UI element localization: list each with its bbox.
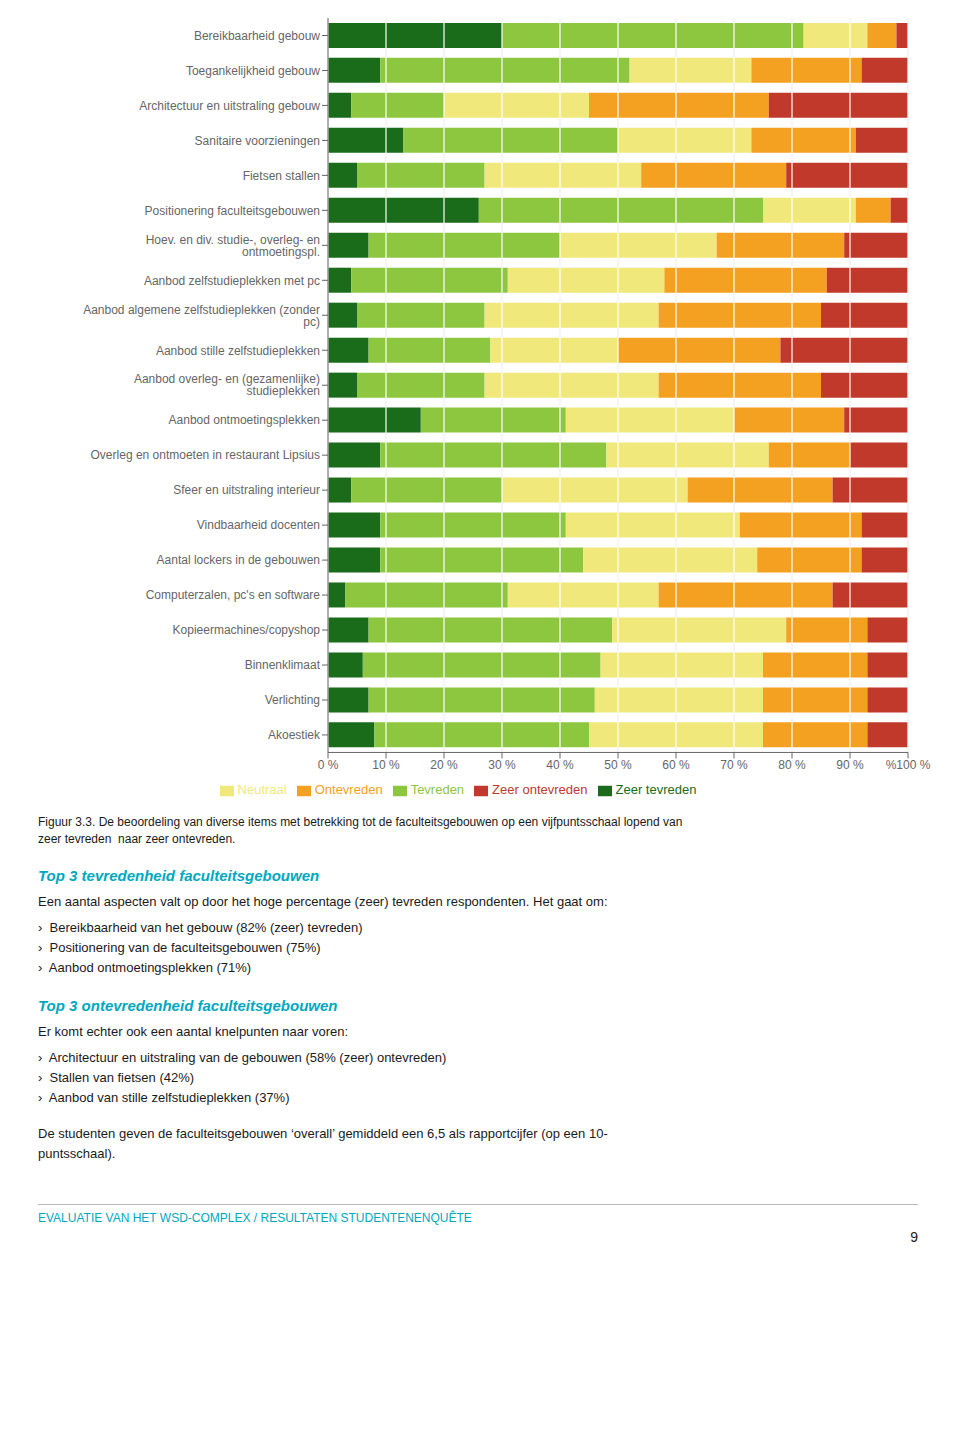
svg-text:Aanbod overleg- en (gezamenlij: Aanbod overleg- en (gezamenlijke)studiep… xyxy=(134,372,320,398)
html-text:9: 9 xyxy=(910,1229,918,1245)
svg-text:70 %: 70 % xyxy=(720,758,748,772)
svg-text:Aantal lockers in de gebouwen: Aantal lockers in de gebouwen xyxy=(157,553,320,567)
html-text:Een aantal aspecten valt op do: Een aantal aspecten valt op door het hog… xyxy=(38,894,608,909)
svg-text:80 %: 80 % xyxy=(778,758,806,772)
html-text:Ontevreden: Ontevreden xyxy=(314,782,383,798)
html-text:› Positionering van de faculte: › Positionering van de faculteitsgebouwe… xyxy=(38,940,321,955)
html-text:› Bereikbaarheid van het gebou: › Bereikbaarheid van het gebouw (82% (ze… xyxy=(38,920,363,935)
html-text:› Aanbod van stille zelfstudie: › Aanbod van stille zelfstudieplekken (3… xyxy=(38,1090,290,1105)
html-text:› Aanbod ontmoetingsplekken (7: › Aanbod ontmoetingsplekken (71%) xyxy=(38,960,252,975)
svg-text:30 %: 30 % xyxy=(488,758,516,772)
html-text:Zeer tevreden: Zeer tevreden xyxy=(615,782,697,798)
svg-text:Bereikbaarheid gebouw: Bereikbaarheid gebouw xyxy=(194,29,320,43)
html-text:puntsschaal).: puntsschaal). xyxy=(38,1146,116,1161)
html-text:› Stallen van fietsen (42%): › Stallen van fietsen (42%) xyxy=(38,1070,195,1085)
svg-text:0 %: 0 % xyxy=(318,758,339,772)
svg-text:20 %: 20 % xyxy=(430,758,458,772)
svg-text:Overleg en ontmoeten in restau: Overleg en ontmoeten in restaurant Lipsi… xyxy=(91,448,320,462)
svg-text:Binnenklimaat: Binnenklimaat xyxy=(245,658,321,672)
svg-text:Aanbod stille zelfstudieplekke: Aanbod stille zelfstudieplekken xyxy=(156,344,320,358)
svg-text:Aanbod algemene zelfstudieplek: Aanbod algemene zelfstudieplekken (zonde… xyxy=(83,303,320,329)
svg-text:Vindbaarheid docenten: Vindbaarheid docenten xyxy=(197,518,320,532)
svg-text:%100 %: %100 % xyxy=(886,758,931,772)
svg-text:Akoestiek: Akoestiek xyxy=(268,728,321,742)
svg-text:Fietsen stallen: Fietsen stallen xyxy=(243,169,320,183)
svg-text:60 %: 60 % xyxy=(662,758,690,772)
svg-text:90 %: 90 % xyxy=(836,758,864,772)
html-text:Tevreden: Tevreden xyxy=(410,782,465,798)
html-text:Top 3 ontevredenheid faculteit: Top 3 ontevredenheid faculteitsgebouwen xyxy=(38,997,338,1014)
svg-text:Sfeer en uitstraling interieur: Sfeer en uitstraling interieur xyxy=(173,483,320,497)
svg-text:Kopieermachines/copyshop: Kopieermachines/copyshop xyxy=(173,623,321,637)
svg-text:Aanbod ontmoetingsplekken: Aanbod ontmoetingsplekken xyxy=(169,413,320,427)
html-text:Figuur 3.3. De beoordeling van: Figuur 3.3. De beoordeling van diverse i… xyxy=(38,815,683,829)
svg-text:40 %: 40 % xyxy=(546,758,574,772)
html-text:Top 3 tevredenheid faculteitsg: Top 3 tevredenheid faculteitsgebouwen xyxy=(38,867,320,884)
html-text:› Architectuur en uitstraling: › Architectuur en uitstraling van de geb… xyxy=(38,1050,447,1065)
svg-text:Positionering faculteitsgebouw: Positionering faculteitsgebouwen xyxy=(145,204,320,218)
svg-text:Aanbod zelfstudieplekken met p: Aanbod zelfstudieplekken met pc xyxy=(144,274,320,288)
svg-text:Verlichting: Verlichting xyxy=(265,693,320,707)
html-text:zeer tevreden naar zeer ontevr: zeer tevreden naar zeer ontevreden. xyxy=(38,832,236,846)
html-text:Er komt echter ook een aantal: Er komt echter ook een aantal knelpunten… xyxy=(38,1024,348,1039)
svg-text:Sanitaire voorzieningen: Sanitaire voorzieningen xyxy=(195,134,320,148)
html-text:EVALUATIE VAN HET WSD-COMPLEX: EVALUATIE VAN HET WSD-COMPLEX / RESULTAT… xyxy=(38,1211,472,1225)
html-text:Zeer ontevreden: Zeer ontevreden xyxy=(492,782,588,798)
html-text:De studenten geven de facultei: De studenten geven de faculteitsgebouwen… xyxy=(38,1126,608,1141)
svg-text:Architectuur en uitstraling ge: Architectuur en uitstraling gebouw xyxy=(139,99,320,113)
svg-text:Toegankelijkheid gebouw: Toegankelijkheid gebouw xyxy=(186,64,320,78)
svg-text:10 %: 10 % xyxy=(372,758,400,772)
svg-text:Computerzalen, pc's en softwar: Computerzalen, pc's en software xyxy=(146,588,321,602)
svg-text:50 %: 50 % xyxy=(604,758,632,772)
svg-text:Hoev. en div. studie-, overleg: Hoev. en div. studie-, overleg- enontmoe… xyxy=(146,233,320,259)
html-text:Neutraal: Neutraal xyxy=(237,782,287,798)
